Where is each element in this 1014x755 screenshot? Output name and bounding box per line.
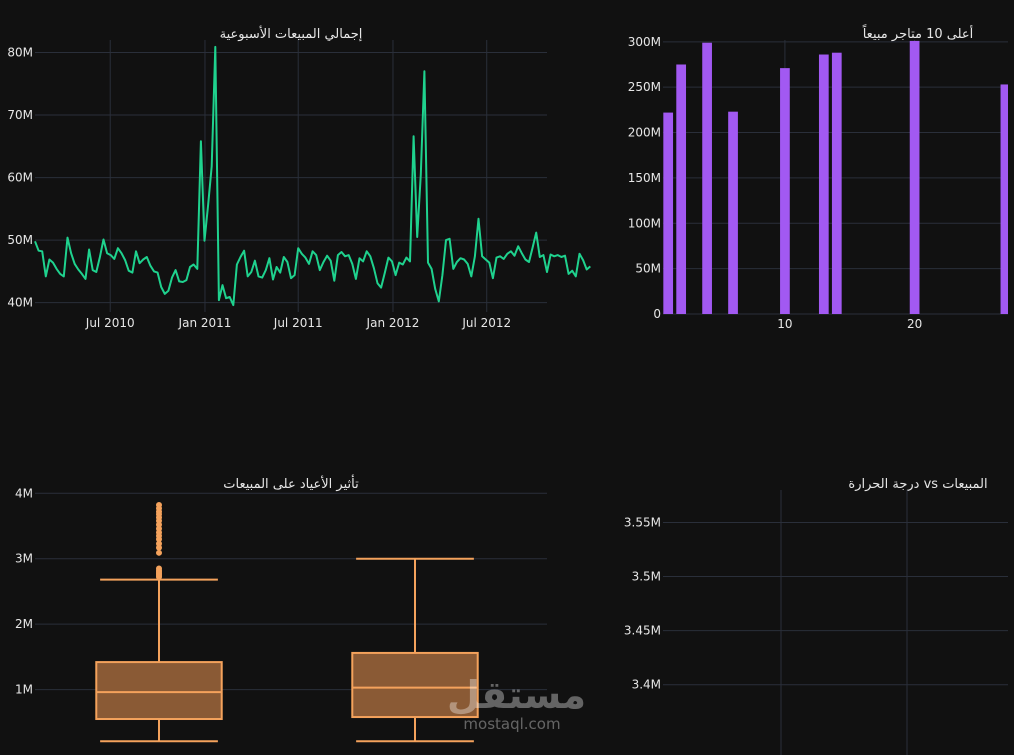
mostaql-watermark: مستقل mostaql.com xyxy=(447,673,586,733)
top10-bar xyxy=(1000,84,1008,314)
weekly-y-tick-label: 70M xyxy=(7,108,33,122)
top10-bar xyxy=(780,68,790,315)
temperature-y-tick-label: 3.4M xyxy=(632,678,661,692)
top10-y-tick-label: 50M xyxy=(635,262,661,276)
top10-y-tick-label: 250M xyxy=(628,80,661,94)
holiday-y-tick-label: 2M xyxy=(15,617,33,631)
weekly-x-tick-label: Jul 2012 xyxy=(461,316,511,330)
top10-x-tick-label: 20 xyxy=(907,317,922,331)
weekly-y-tick-label: 50M xyxy=(7,233,33,247)
top10-bar xyxy=(663,112,674,314)
weekly-x-tick-label: Jan 2012 xyxy=(366,316,420,330)
weekly-x-tick-label: Jul 2010 xyxy=(85,316,135,330)
holiday-y-tick-label: 4M xyxy=(15,486,33,500)
box-outlier-point xyxy=(156,540,162,547)
box-outlier-point xyxy=(156,549,162,556)
weekly-y-tick-label: 80M xyxy=(7,46,33,60)
top10-y-tick-label: 150M xyxy=(628,171,661,185)
weekly-x-tick-label: Jul 2011 xyxy=(273,316,323,330)
top10-y-tick-label: 200M xyxy=(628,126,661,140)
box-iqr xyxy=(351,651,479,719)
top10-bar xyxy=(831,52,842,314)
top10-bar xyxy=(676,64,687,314)
box-iqr xyxy=(95,661,223,721)
top10-title: أعلى 10 متاجر مبيعاً xyxy=(862,24,973,42)
holiday-y-tick-label: 1M xyxy=(15,683,33,697)
top10-y-tick-label: 100M xyxy=(628,216,661,230)
temperature-title: درجة الحرارة vs المبيعات xyxy=(848,477,987,492)
weekly-y-tick-label: 40M xyxy=(7,296,33,310)
holiday-title: تأثير الأعياد على المبيعات xyxy=(223,474,359,492)
weekly-x-tick-label: Jan 2011 xyxy=(178,316,232,330)
weekly-sales-line xyxy=(34,45,591,307)
weekly-title: إجمالي المبيعات الأسبوعية xyxy=(220,25,363,42)
box-outlier-point xyxy=(156,502,162,509)
watermark-arabic: مستقل xyxy=(447,673,586,717)
temperature-y-tick-label: 3.55M xyxy=(624,515,661,529)
top10-x-tick-label: 10 xyxy=(777,317,792,331)
weekly-y-tick-label: 60M xyxy=(7,171,33,185)
top10-bar xyxy=(728,111,738,314)
temperature-y-tick-label: 3.45M xyxy=(624,624,661,638)
top10-bar xyxy=(818,54,829,315)
watermark-latin: mostaql.com xyxy=(463,715,561,733)
top10-y-tick-label: 0 xyxy=(653,307,661,321)
top10-bar xyxy=(702,42,712,314)
top10-bar xyxy=(909,40,920,314)
holiday-y-tick-label: 3M xyxy=(15,552,33,566)
box-outlier-point xyxy=(156,565,162,572)
top10-y-tick-label: 300M xyxy=(628,35,661,49)
temperature-y-tick-label: 3.5M xyxy=(632,570,661,584)
